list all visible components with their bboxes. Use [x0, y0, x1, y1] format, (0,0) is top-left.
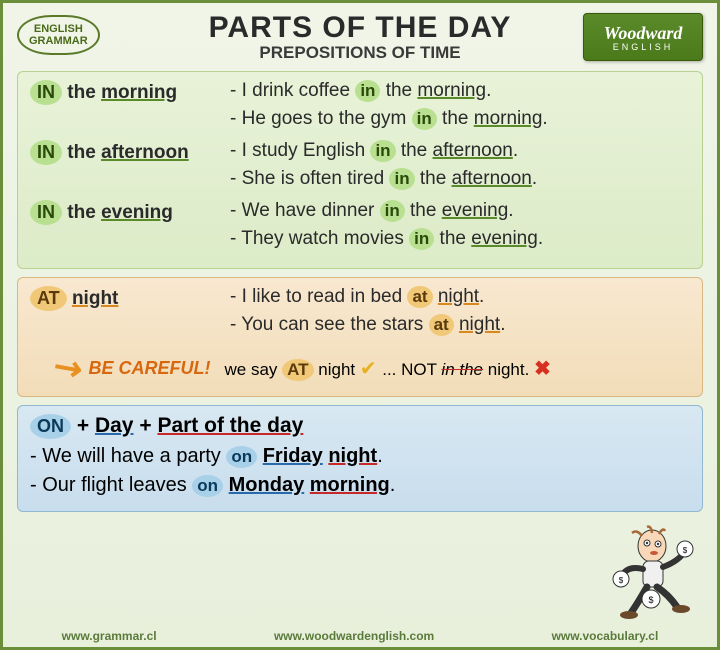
- section-on: ON + Day + Part of the day - We will hav…: [17, 405, 703, 512]
- grammar-badge: ENGLISH GRAMMAR: [17, 15, 100, 55]
- on-part: Part of the day: [157, 414, 303, 437]
- logo-sub: ENGLISH: [613, 42, 674, 52]
- careful-text4: night.: [488, 360, 530, 379]
- prep-pill-in: IN: [30, 80, 62, 105]
- example-line: - They watch movies in the evening.: [230, 228, 690, 250]
- cross-icon: ✖: [534, 358, 551, 380]
- badge-line2: GRAMMAR: [29, 35, 88, 47]
- section-at: AT night - I like to read in bed at nigh…: [17, 277, 703, 397]
- in-row: IN the evening- We have dinner in the ev…: [30, 200, 690, 256]
- example-line: - I drink coffee in the morning.: [230, 80, 690, 102]
- check-icon: ✔: [360, 358, 382, 380]
- svg-text:$: $: [683, 546, 688, 555]
- section-in: IN the morning- I drink coffee in the mo…: [17, 71, 703, 269]
- footer: www.grammar.cl www.woodwardenglish.com w…: [3, 625, 717, 647]
- example-line: - We will have a party on Friday night.: [30, 445, 690, 468]
- svg-text:$: $: [648, 595, 653, 605]
- example-line: - You can see the stars at night.: [230, 314, 690, 336]
- in-row: IN the afternoon- I study English in the…: [30, 140, 690, 196]
- on-plus1: +: [77, 414, 95, 437]
- on-day: Day: [95, 414, 134, 437]
- prep-pill-on: ON: [30, 414, 71, 439]
- cartoon-running-icon: $ $ $: [607, 521, 697, 621]
- woodward-logo: Woodward ENGLISH: [583, 13, 703, 61]
- careful-text3: ... NOT: [382, 360, 441, 379]
- on-plus2: +: [139, 414, 157, 437]
- example-line: - She is often tired in the afternoon.: [230, 168, 690, 190]
- prep-pill-at: AT: [30, 286, 67, 311]
- be-careful-label: BE CAREFUL!: [89, 358, 211, 379]
- prep-pill-in: IN: [30, 140, 62, 165]
- prep-pill-in: IN: [30, 200, 62, 225]
- arrow-icon: ↗: [44, 345, 93, 391]
- careful-text2: night: [318, 360, 355, 379]
- footer-center: www.woodwardenglish.com: [274, 629, 434, 643]
- in-row: IN the morning- I drink coffee in the mo…: [30, 80, 690, 136]
- at-keyword: night: [72, 288, 118, 309]
- svg-text:$: $: [619, 576, 624, 585]
- example-line: - I study English in the afternoon.: [230, 140, 690, 162]
- footer-left: www.grammar.cl: [62, 629, 157, 643]
- careful-wrong: in the: [441, 360, 483, 379]
- example-line: - Our flight leaves on Monday morning.: [30, 474, 690, 497]
- careful-row: ↗ BE CAREFUL! we say AT night ✔ ... NOT …: [30, 348, 690, 388]
- badge-line1: ENGLISH: [34, 23, 83, 35]
- logo-main: Woodward: [604, 23, 683, 44]
- example-line: - He goes to the gym in the morning.: [230, 108, 690, 130]
- on-rule: ON + Day + Part of the day: [30, 414, 690, 439]
- footer-right: www.vocabulary.cl: [552, 629, 659, 643]
- careful-text1: we say: [225, 360, 283, 379]
- careful-prep: AT: [282, 359, 313, 381]
- example-line: - I like to read in bed at night.: [230, 286, 690, 308]
- example-line: - We have dinner in the evening.: [230, 200, 690, 222]
